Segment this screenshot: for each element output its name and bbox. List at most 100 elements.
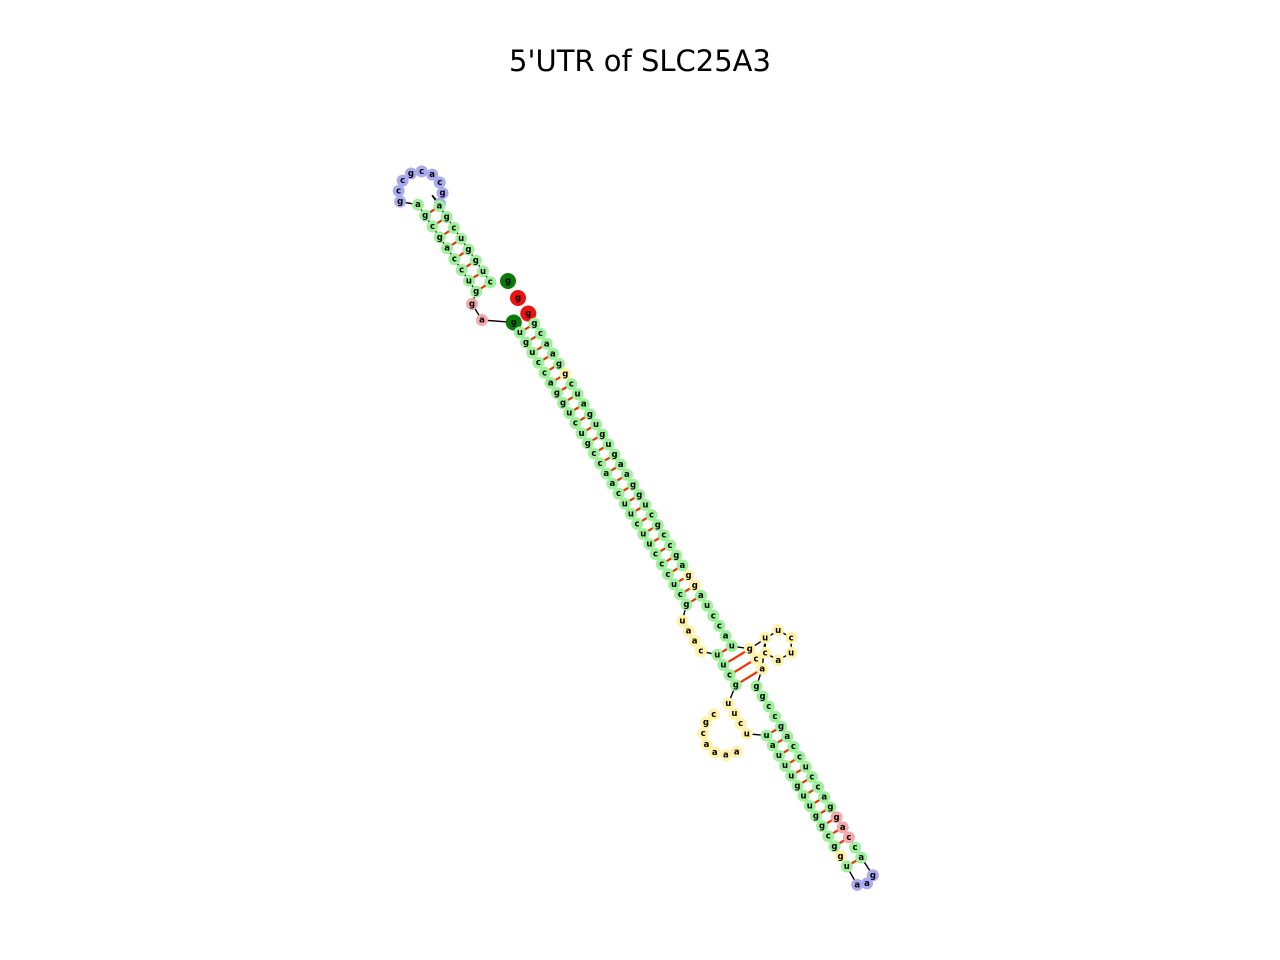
strand-3p-nt-5-marker [553,357,566,370]
side-loop-nt-4-base: c [763,648,768,658]
strand-3p-nt-20-marker [645,509,658,522]
strand-3p-nt-43-marker [787,740,800,753]
strand-5p-nt-15: a [600,467,613,480]
bottom-hairpin-nt-0: a [851,878,864,891]
strand-3p-nt-20-base: c [649,511,654,521]
strand-3p-nt-26-base: g [686,571,692,581]
strand-5p-nt-40-marker [740,727,753,740]
large-loop-nt-5-base: g [703,718,709,728]
strand-3p-nt-1-base: g [531,319,537,329]
top-3p-nt-3: g [462,243,475,256]
strand-5p-nt-27-marker [674,588,687,601]
strand-5p-nt-35-base: c [727,671,732,681]
strand-3p-nt-39: c [762,700,775,713]
strand-3p-nt-47: c [812,781,825,794]
strand-5p-nt-2-base: g [523,338,529,348]
side-loop-nt-2-base: u [788,648,794,658]
strand-3p-nt-32-marker [719,629,732,642]
top-5p-nt-4-base: a [444,244,450,254]
strand-5p-nt-45-marker [785,769,798,782]
top-5p-nt-4-marker [441,242,454,255]
strand-3p-nt-51-marker [836,821,849,834]
strand-3p-nt-42: a [781,730,794,743]
strand-3p-nt-8: u [571,388,584,401]
strand-3p-nt-51: a [836,821,849,834]
strand-5p-nt-47-marker [797,789,810,802]
strand-5p-nt-27: c [674,588,687,601]
strand-5p-nt-3-marker [526,346,539,359]
bottom-hairpin-nt-0-base: a [854,880,860,890]
top-5p-nt-5: g [433,231,446,244]
strand-3p-nt-52-marker [842,831,855,844]
strand-5p-nt-31: a [688,634,701,647]
side-loop-nt-1-base: c [789,633,794,643]
strand-3p-nt-21: g [651,519,664,532]
strand-5p-nt-21-marker [637,527,650,540]
large-loop-nt-6-marker [707,708,720,721]
side-loop-nt-1-marker [785,631,798,644]
strand-5p-nt-42-marker [766,739,779,752]
strand-3p-nt-4-base: a [550,349,556,359]
top-5p-nt-2: c [455,263,468,276]
strand-3p-nt-17: g [627,478,640,491]
strand-3p-nt-22-base: c [661,531,666,541]
strand-3p-nt-8-marker [571,388,584,401]
strand-3p-nt-5-base: g [556,359,562,369]
strand-5p-nt-16-marker [606,477,619,490]
strand-5p-nt-1-base: u [517,328,523,338]
strand-5p-nt-47: u [797,789,810,802]
top-hairpin-nt-4: c [415,165,428,178]
top-hairpin-nt-5: a [426,168,439,181]
five-prime-end: g [500,273,516,289]
top-hairpin-nt-7-base: g [439,189,445,199]
top-3p-nt-5-base: c [451,223,456,233]
strand-5p-nt-46: g [791,779,804,792]
strand-3p-nt-14-base: g [612,450,618,460]
strand-5p-nt-9: u [563,407,576,420]
top-3p-nt-3-marker [462,243,475,256]
strand-3p-nt-1: g [528,317,541,330]
large-loop-nt-5: g [699,716,712,729]
strand-3p-nt-10-marker [583,408,596,421]
large-loop-nt-3-marker [700,738,713,751]
strand-3p-nt-12-marker [596,428,609,441]
strand-3p-nt-40: c [768,710,781,723]
strand-3p-nt-33-marker [725,640,738,653]
side-loop-nt-0-base: u [775,626,781,636]
strand-3p-nt-36-marker [756,662,769,675]
large-loop-nt-2: a [708,746,721,759]
strand-3p-nt-32-base: a [723,631,729,641]
strand-5p-nt-45: u [785,769,798,782]
top-hairpin-nt-6-base: c [437,178,442,188]
strand-5p-nt-26-marker [668,578,681,591]
strand-3p-nt-6-base: g [562,370,568,380]
top-3p-nt-2-marker [469,254,482,267]
strand-5p-nt-52: g [828,840,841,853]
strand-5p-nt-37-marker [722,697,735,710]
strand-5p-nt-53-marker [834,850,847,863]
strand-5p-nt-17-marker [612,487,625,500]
strand-5p-nt-0-base: g [511,318,517,328]
strand-5p-nt-30-base: a [686,626,692,636]
top-hairpin-nt-0-base: g [397,197,403,207]
strand-3p-nt-2-marker [534,327,547,340]
strand-3p-nt-35-marker [750,652,763,665]
top-3p-nt-0: c [484,276,497,289]
strand-3p-nt-41: g [775,720,788,733]
strand-5p-nt-52-marker [828,840,841,853]
large-loop-nt-0-marker [730,745,743,758]
strand-5p-nt-42: a [766,739,779,752]
large-loop-nt-1: a [719,749,732,762]
large-loop-nt-0-base: a [734,747,740,757]
strand-5p-nt-27-base: c [678,590,683,600]
strand-5p-nt-46-marker [791,779,804,792]
strand-3p-nt-43: c [787,740,800,753]
strand-3p-nt-12: g [596,428,609,441]
strand-5p-nt-4: c [532,356,545,369]
strand-3p-nt-20: c [645,509,658,522]
top-5p-nt-1-base: u [466,276,472,286]
strand-5p-nt-18-marker [618,497,631,510]
top-3p-nt-0-marker [484,276,497,289]
top-3p-nt-7-marker [433,200,446,213]
top-hairpin-nt-5-marker [426,168,439,181]
